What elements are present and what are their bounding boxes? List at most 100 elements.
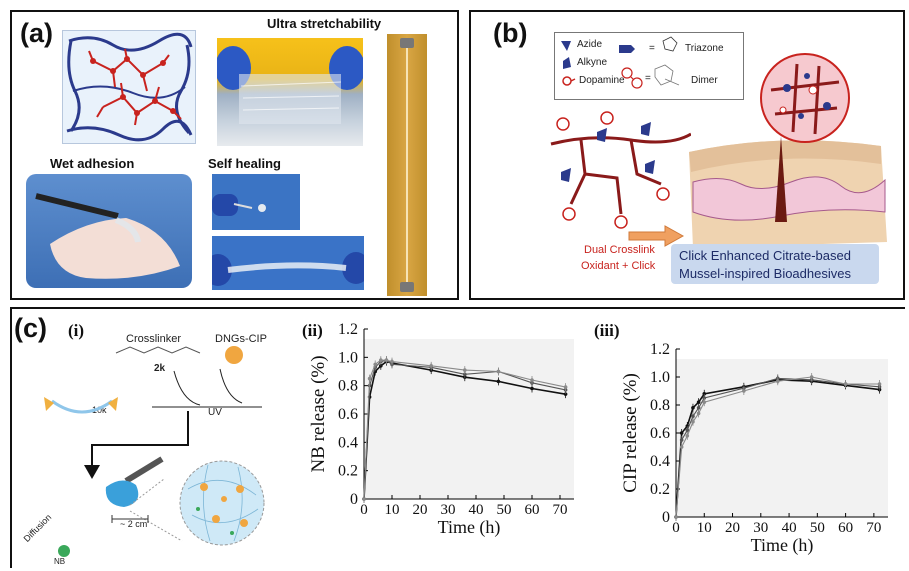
polymer-schematic [550,111,691,229]
polymer-network-svg [66,32,193,142]
cip-data-point [877,382,882,386]
cip-data-point [685,434,690,438]
legend-dimer: Dimer [691,75,718,86]
nb-y-axis-label: NB release (%) [308,355,329,472]
dngs-cip-particle [225,346,243,364]
cip-plot-background [676,359,888,517]
cip-data-point [742,389,746,393]
cip-data-point [679,438,684,442]
cip-release-chart: 0 10 20 30 40 50 60 70 0 0.2 0.4 0.6 0.8 1.0 1.2 Time (… [620,341,888,556]
synthesis-schematic [44,346,265,557]
nb-y-tick-label: 0.6 [338,406,358,423]
nb-data-point [379,358,383,362]
cip-data-point [674,515,678,519]
network-zoom-circle [179,460,265,546]
nb-x-tick-label: 40 [469,502,484,518]
legend-equals-triazone: = [649,43,655,54]
dual-crosslink-label: Dual Crosslink [584,244,655,256]
self-healing-photo-2 [212,236,364,290]
cip-x-tick-label: 60 [838,520,853,536]
cip-x-tick-label: 0 [672,520,680,536]
dimer-icon [621,67,643,89]
azide-icon [561,41,571,51]
triazone-structure-icon [662,36,678,52]
nb-data-point [530,378,534,382]
self-healing-photo-1 [212,174,300,230]
cip-y-tick-label: 1.0 [650,369,670,386]
legend-azide: Azide [577,39,603,50]
nb-y-tick-label: 0.4 [338,434,358,451]
cip-data-point [775,379,780,383]
panel-a-label: (a) [20,18,53,48]
cip-y-tick-label: 1.2 [650,341,670,358]
nb-y-tick-label: 0.2 [338,463,358,480]
nb-plot-background [364,339,574,499]
nb-data-point [496,379,501,384]
triazone-arrow-icon [619,45,635,53]
nb-x-tick-label: 10 [385,502,400,518]
nb-data-point [384,358,389,362]
panel-a: (a) Ultra stretchability Wet adhesion Se… [10,10,459,300]
cip-data-point [696,406,701,410]
nb-data-point [379,364,383,368]
nb-data-point [530,386,534,391]
nb-molecule-icon [58,545,70,557]
nb-x-tick-label: 60 [525,502,540,518]
nb-x-axis-label: Time (h) [438,517,501,538]
cip-y-tick-label: 0.2 [650,481,670,498]
wet-adhesion-photo [26,174,192,288]
nb-y-tick-label: 0.8 [338,378,358,395]
nb-data-point [496,369,501,374]
cip-data-point [696,400,701,404]
caption-ultra-stretchability: Ultra stretchability [267,16,382,31]
cip-data-point [691,414,695,418]
dopamine-icon [562,76,576,86]
cip-data-point [702,400,707,404]
nb-release-chart: 0 10 20 30 40 50 60 70 0 0.2 0.4 0.6 0.8 1.0 1.2 Time (… [308,321,574,538]
uv-label: UV [208,407,222,418]
down-arrow-icon [84,465,100,479]
scale-label: ~ 2 cm [120,519,148,529]
bioadhesive-title-line1: Click Enhanced Citrate-based [679,248,851,263]
panel-b: (b) Azide Alkyne Dopamine Triazone Dimer… [469,10,905,300]
cip-y-tick-label: 0 [662,509,670,526]
nb-data-point [373,362,377,367]
cip-data-point [702,396,707,400]
peg-chain [51,399,113,414]
cip-data-point [843,382,848,386]
cip-data-point [685,428,690,432]
nb-label: NB [54,557,66,566]
polymer-network-image [62,30,196,144]
nb-data-point [563,385,568,389]
nb-y-tick-label: 0 [350,491,358,508]
zoom-network-circle [760,53,850,143]
crosslinker-structure [115,346,201,354]
panel-c: (c) (i) (ii) (iii) Crosslinker DNGs-CIP … [10,307,905,568]
nb-x-tick-label: 0 [360,502,368,518]
cip-x-tick-label: 30 [753,520,768,536]
cip-data-point [679,445,684,449]
cip-y-tick-label: 0.4 [650,453,670,470]
cip-data-point [702,392,707,396]
nb-y-tick-label: 1.2 [338,321,358,338]
nb-data-point [362,497,366,501]
legend-alkyne: Alkyne [577,57,608,68]
caption-self-healing: Self healing [208,156,281,171]
cip-y-tick-label: 0.8 [650,397,670,414]
nb-data-point [429,364,433,368]
stretched-strip-photo [387,34,427,296]
legend-triazone: Triazone [685,43,724,54]
cip-data-point [809,375,814,379]
crosslinker-label: Crosslinker [126,333,182,345]
panel-b-legend: Azide Alkyne Dopamine Triazone Dimer = = [554,32,744,100]
nb-x-tick-label: 50 [497,502,512,518]
hydrogel-blob [105,480,139,507]
dngs-cip-label: DNGs-CIP [215,333,267,345]
cip-x-tick-label: 20 [725,520,740,536]
legend-dopamine: Dopamine [579,75,625,86]
nb-x-tick-label: 70 [553,502,568,518]
panel-b-label: (b) [493,18,528,48]
stretch-photo [217,38,363,146]
skin-tissue-illustration [689,126,887,248]
cip-y-axis-label: CIP release (%) [620,373,641,493]
